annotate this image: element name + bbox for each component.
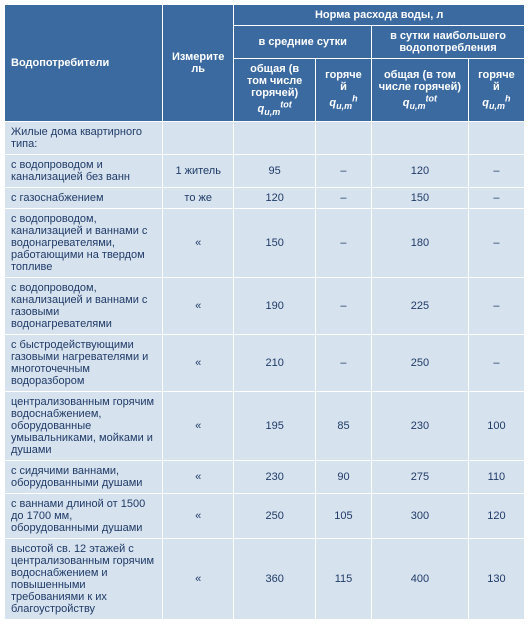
cell-measurer: « — [163, 334, 234, 391]
cell-measurer — [163, 121, 234, 154]
cell-max-hot: 110 — [468, 460, 524, 493]
cell-measurer: « — [163, 538, 234, 619]
cell-consumer: с газоснабжением — [5, 187, 163, 208]
col-avg-day: в средние сутки — [234, 26, 372, 59]
cell-avg-hot: – — [315, 187, 371, 208]
cell-consumer: централизованным горячим водоснабжением,… — [5, 391, 163, 460]
table-row: с водопроводом, канализацией и ваннами с… — [5, 277, 525, 334]
cell-max-total: 300 — [372, 493, 469, 538]
cell-consumer: высотой св. 12 этажей с централизованным… — [5, 538, 163, 619]
cell-max-total: 180 — [372, 208, 469, 277]
cell-max-total: 400 — [372, 538, 469, 619]
col-avg-total: общая (в том числе горячей) qu,mtot — [234, 59, 316, 122]
cell-avg-total: 250 — [234, 493, 316, 538]
cell-measurer: « — [163, 493, 234, 538]
col-max-total: общая (в том числе горячей) qu,mtot — [372, 59, 469, 122]
col-avg-hot: горячей qu,mh — [315, 59, 371, 122]
cell-max-total: 250 — [372, 334, 469, 391]
cell-max-total: 230 — [372, 391, 469, 460]
cell-max-total: 225 — [372, 277, 469, 334]
cell-consumer: с водопроводом и канализацией без ванн — [5, 154, 163, 187]
table-row: высотой св. 12 этажей с централизованным… — [5, 538, 525, 619]
cell-avg-hot: 115 — [315, 538, 371, 619]
cell-avg-total: 360 — [234, 538, 316, 619]
cell-measurer: то же — [163, 187, 234, 208]
cell-avg-hot: 85 — [315, 391, 371, 460]
table-row: с сидячими ваннами, оборудованными душам… — [5, 460, 525, 493]
cell-avg-total: 190 — [234, 277, 316, 334]
table-row: с газоснабжениемто же120–150– — [5, 187, 525, 208]
cell-max-hot: – — [468, 154, 524, 187]
col-group-norm: Норма расхода воды, л — [234, 5, 525, 26]
cell-avg-hot — [315, 121, 371, 154]
cell-avg-hot: – — [315, 334, 371, 391]
cell-avg-hot: – — [315, 154, 371, 187]
cell-measurer: « — [163, 460, 234, 493]
cell-max-total — [372, 121, 469, 154]
table-row: с водопроводом, канализацией и ваннами с… — [5, 208, 525, 277]
cell-avg-total — [234, 121, 316, 154]
cell-max-total: 150 — [372, 187, 469, 208]
table-row: Жилые дома квартирного типа: — [5, 121, 525, 154]
table-row: с ваннами длиной от 1500 до 1700 мм, обо… — [5, 493, 525, 538]
cell-consumer: с сидячими ваннами, оборудованными душам… — [5, 460, 163, 493]
cell-avg-total: 120 — [234, 187, 316, 208]
cell-max-hot — [468, 121, 524, 154]
cell-max-hot: 130 — [468, 538, 524, 619]
cell-avg-total: 230 — [234, 460, 316, 493]
cell-consumer: Жилые дома квартирного типа: — [5, 121, 163, 154]
cell-avg-total: 150 — [234, 208, 316, 277]
water-norms-table: Водопотребители Измеритель Норма расхода… — [4, 4, 525, 620]
cell-measurer: « — [163, 208, 234, 277]
cell-max-hot: – — [468, 277, 524, 334]
cell-avg-total: 195 — [234, 391, 316, 460]
cell-max-hot: – — [468, 334, 524, 391]
cell-avg-hot: – — [315, 208, 371, 277]
cell-measurer: « — [163, 391, 234, 460]
table-row: с быстродействующими газовыми нагревател… — [5, 334, 525, 391]
cell-measurer: « — [163, 277, 234, 334]
cell-avg-hot: – — [315, 277, 371, 334]
cell-consumer: с водопроводом, канализацией и ваннами с… — [5, 208, 163, 277]
cell-max-hot: – — [468, 187, 524, 208]
col-consumers: Водопотребители — [5, 5, 163, 122]
table-body: Жилые дома квартирного типа:с водопровод… — [5, 121, 525, 619]
col-max-day: в сутки наибольшего водопотребления — [372, 26, 525, 59]
col-measurer: Измеритель — [163, 5, 234, 122]
table-row: с водопроводом и канализацией без ванн1 … — [5, 154, 525, 187]
cell-measurer: 1 житель — [163, 154, 234, 187]
cell-max-hot: – — [468, 208, 524, 277]
cell-consumer: с ваннами длиной от 1500 до 1700 мм, обо… — [5, 493, 163, 538]
cell-consumer: с водопроводом, канализацией и ваннами с… — [5, 277, 163, 334]
cell-avg-hot: 105 — [315, 493, 371, 538]
cell-avg-total: 210 — [234, 334, 316, 391]
cell-avg-hot: 90 — [315, 460, 371, 493]
cell-avg-total: 95 — [234, 154, 316, 187]
cell-consumer: с быстродействующими газовыми нагревател… — [5, 334, 163, 391]
cell-max-total: 120 — [372, 154, 469, 187]
cell-max-hot: 100 — [468, 391, 524, 460]
cell-max-hot: 120 — [468, 493, 524, 538]
table-row: централизованным горячим водоснабжением,… — [5, 391, 525, 460]
col-max-hot: горячей qu,mh — [468, 59, 524, 122]
cell-max-total: 275 — [372, 460, 469, 493]
